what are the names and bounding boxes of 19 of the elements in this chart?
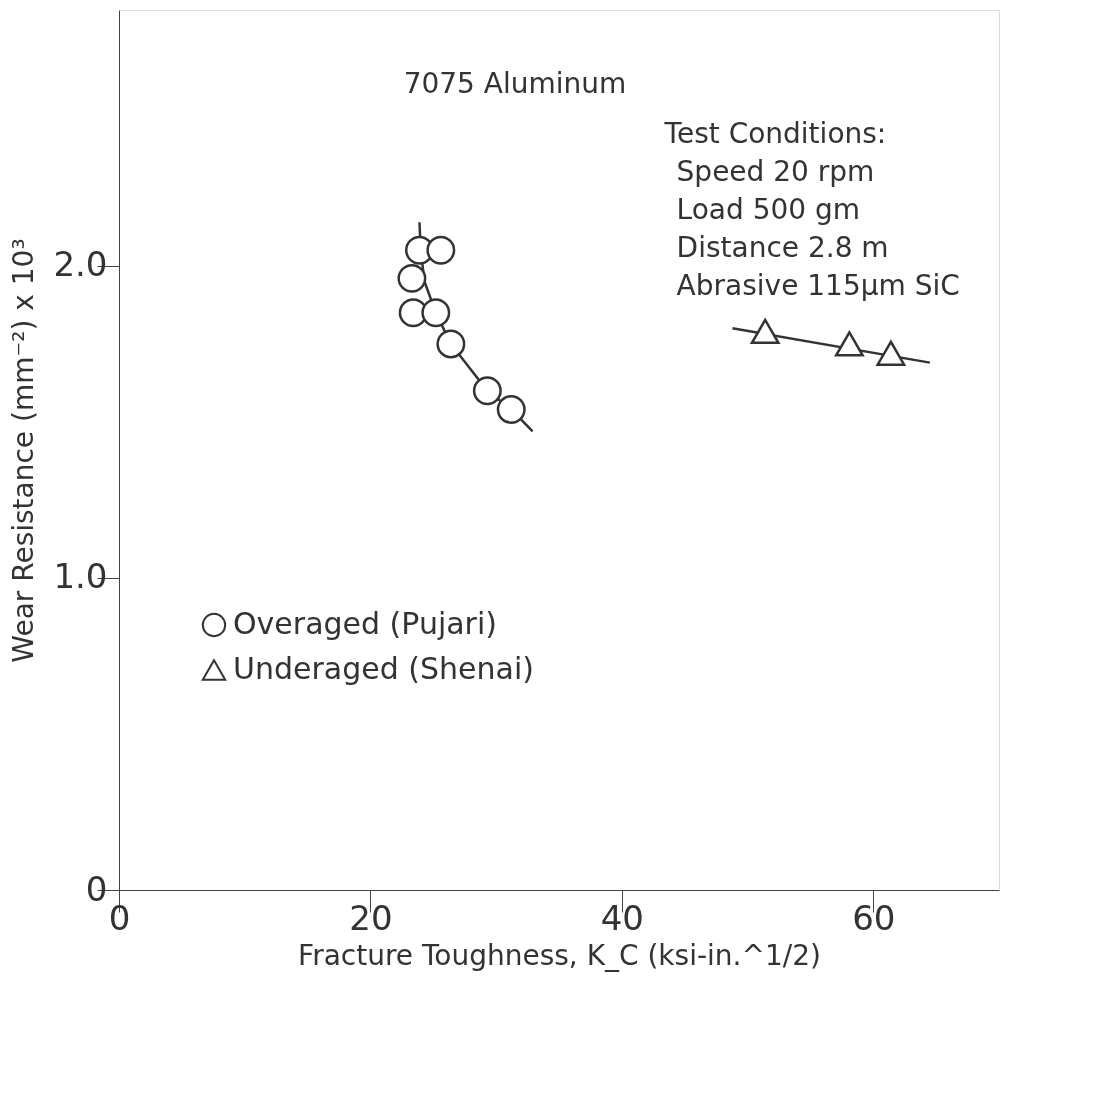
legend-label: Overaged (Pujari) bbox=[233, 606, 497, 641]
x-tick-label: 40 bbox=[600, 897, 644, 938]
legend-label: Underaged (Shenai) bbox=[233, 651, 534, 686]
y-tick-label: 1.0 bbox=[53, 556, 108, 597]
annotation: Test Conditions: bbox=[663, 117, 887, 150]
x-tick-label: 60 bbox=[852, 897, 896, 938]
annotation: 7075 Aluminum bbox=[403, 67, 627, 100]
annotation: Distance 2.8 m bbox=[676, 231, 889, 264]
x-tick-label: 20 bbox=[349, 897, 393, 938]
y-tick-label: 0 bbox=[85, 868, 108, 909]
annotation: Speed 20 rpm bbox=[676, 155, 875, 188]
y-axis-title: Wear Resistance (mm⁻²) x 10³ bbox=[7, 238, 41, 663]
point bbox=[834, 331, 864, 357]
y-tick-label: 2.0 bbox=[53, 244, 108, 285]
x-axis-title: Fracture Toughness, K_C (ksi-in.^1/2) bbox=[298, 938, 821, 972]
point bbox=[876, 340, 906, 366]
point bbox=[750, 318, 780, 345]
annotation: Load 500 gm bbox=[676, 193, 861, 226]
annotation: Abrasive 115μm SiC bbox=[676, 269, 960, 302]
